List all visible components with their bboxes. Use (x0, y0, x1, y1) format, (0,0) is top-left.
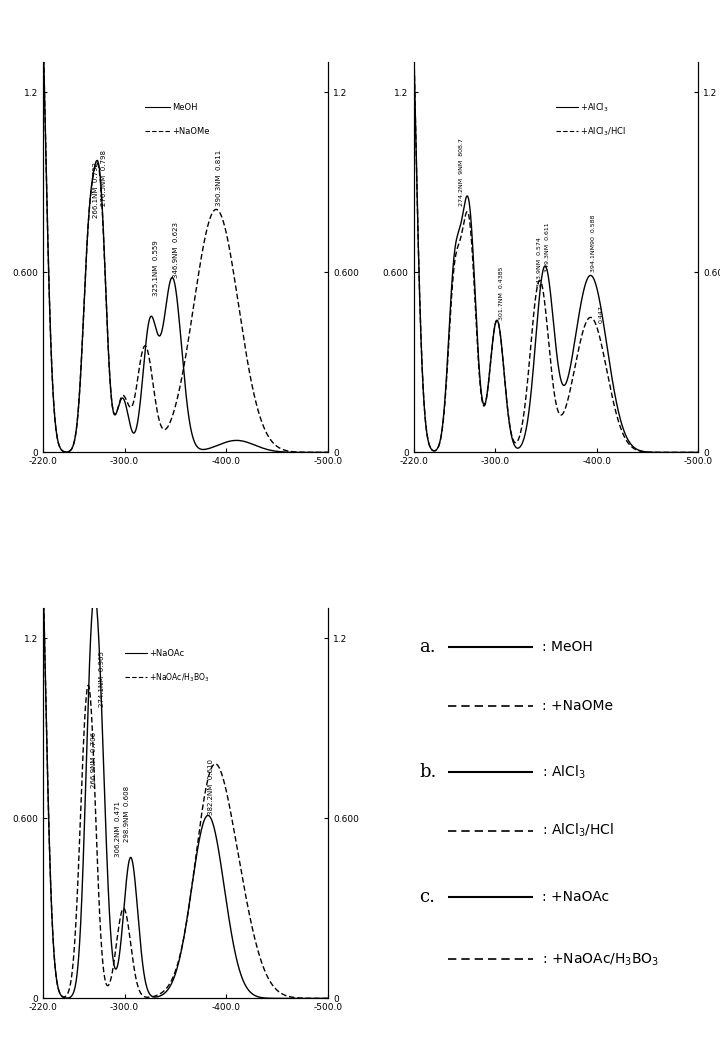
Text: +AlCl$_3$: +AlCl$_3$ (580, 101, 609, 113)
Text: 298.9NM  0.608: 298.9NM 0.608 (124, 786, 130, 842)
Text: 276.5NM  0.798: 276.5NM 0.798 (102, 151, 107, 206)
Text: 394.1NM90  0.588: 394.1NM90 0.588 (591, 215, 596, 272)
Text: 325.1NM  0.559: 325.1NM 0.559 (153, 240, 159, 296)
Text: +NaOAc: +NaOAc (149, 649, 184, 658)
Text: a.: a. (419, 639, 436, 656)
Text: 266.9NM  0.706: 266.9NM 0.706 (91, 732, 97, 788)
Text: : MeOH: : MeOH (541, 641, 593, 654)
Text: +NaOMe: +NaOMe (172, 127, 210, 136)
Text: 274.2NM  9NM  808.7: 274.2NM 9NM 808.7 (459, 138, 464, 206)
Text: 343.9NM  0.574: 343.9NM 0.574 (537, 237, 542, 287)
Text: b.: b. (419, 763, 436, 781)
Text: 266.1NM  0.792: 266.1NM 0.792 (93, 162, 99, 218)
Text: : +NaOAc: : +NaOAc (541, 890, 609, 904)
Text: : AlCl$_3$: : AlCl$_3$ (541, 763, 585, 781)
Text: 382.2NM  0.610: 382.2NM 0.610 (208, 759, 214, 815)
Text: : +NaOMe: : +NaOMe (541, 699, 613, 712)
Text: +NaOAc/H$_3$BO$_3$: +NaOAc/H$_3$BO$_3$ (149, 671, 210, 683)
Text: c.: c. (419, 888, 435, 906)
Text: 274.1NM  0.965: 274.1NM 0.965 (99, 651, 105, 707)
Text: 0.447: 0.447 (598, 306, 603, 323)
Text: : +NaOAc/H$_3$BO$_3$: : +NaOAc/H$_3$BO$_3$ (541, 952, 659, 967)
Text: 390.3NM  0.811: 390.3NM 0.811 (216, 150, 222, 206)
Text: 349.3NM  0.611: 349.3NM 0.611 (545, 223, 550, 272)
Text: 346.9NM  0.623: 346.9NM 0.623 (174, 223, 179, 279)
Text: +AlCl$_3$/HCl: +AlCl$_3$/HCl (580, 125, 626, 137)
Text: 301.7NM  0.4385: 301.7NM 0.4385 (498, 267, 503, 320)
Text: 306.2NM  0.471: 306.2NM 0.471 (115, 802, 122, 857)
Text: MeOH: MeOH (172, 103, 198, 112)
Text: : AlCl$_3$/HCl: : AlCl$_3$/HCl (541, 822, 613, 839)
